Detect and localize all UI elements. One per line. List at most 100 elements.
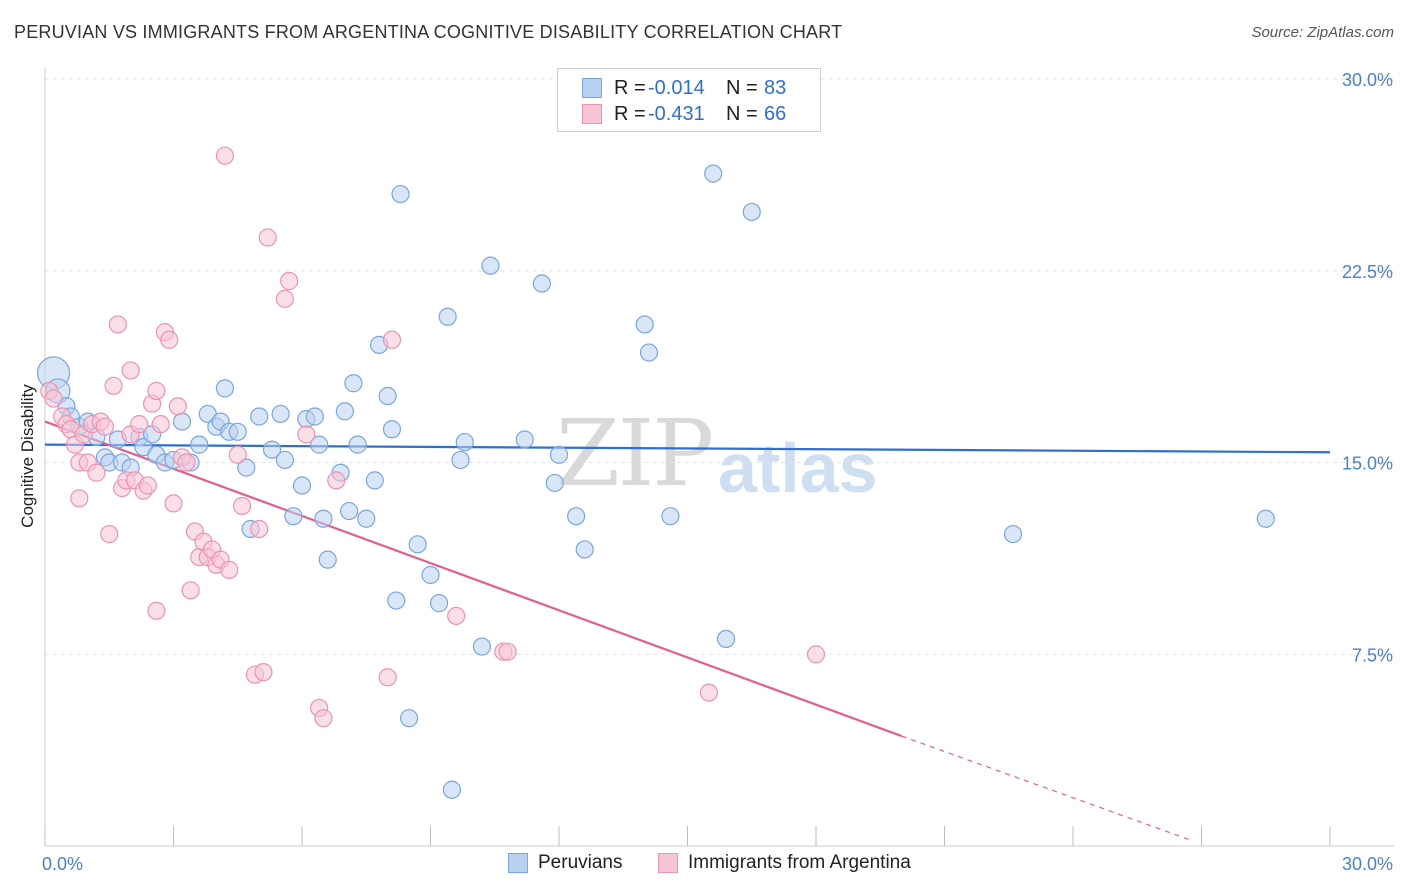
peruvian-point [421, 565, 440, 585]
argentina-point [228, 445, 247, 464]
argentina-point [121, 361, 140, 380]
argentina-point [95, 417, 115, 436]
peruvian-point [716, 629, 736, 649]
legend-label: Immigrants from Argentina [688, 852, 911, 873]
argentina-point [130, 415, 149, 434]
gridlines [45, 78, 1395, 655]
argentina-point [151, 415, 170, 434]
peruvian-point [639, 343, 659, 362]
legend-n-label: N = [726, 102, 758, 125]
legend-r-value: -0.014 [648, 76, 705, 99]
argentina-point [378, 668, 397, 687]
legend-swatch-pink [658, 853, 678, 873]
argentina-point [70, 489, 89, 508]
tick-labels: 7.5% 15.0% 22.5% 30.0% 0.0% 30.0% [42, 70, 1393, 874]
peruvian-point [387, 591, 406, 610]
argentina-point [314, 709, 333, 728]
peruvian-point [532, 274, 551, 293]
peruvian-point [310, 435, 329, 454]
y-tick-label: 22.5% [1342, 262, 1393, 282]
peruvian-point [704, 164, 723, 183]
argentina-point [44, 389, 63, 408]
bottom-legend-peruvians: Peruvians [508, 852, 623, 874]
peruvian-point [1003, 524, 1023, 544]
x-tick-label: 0.0% [42, 854, 83, 874]
legend-n-value: 66 [764, 102, 787, 125]
peruvian-point [190, 435, 209, 454]
argentina-point [498, 642, 517, 661]
legend-row-peruvians: R = -0.014 N = 83 [582, 76, 786, 100]
peruvian-point [172, 412, 192, 431]
peruvian-point [314, 509, 333, 528]
argentina-point [164, 494, 183, 513]
peruvian-point [318, 550, 337, 569]
source-credit: Source: ZipAtlas.com [1251, 24, 1394, 41]
argentina-point [104, 376, 123, 395]
data-points [36, 95, 1275, 799]
argentina-point [254, 663, 273, 682]
y-tick-label: 15.0% [1342, 454, 1393, 474]
peruvian-point [1256, 509, 1275, 528]
argentina-point [220, 560, 239, 579]
argentina-point [806, 645, 826, 664]
peruvian-point [271, 404, 290, 424]
x-tick-label: 30.0% [1342, 854, 1393, 874]
peruvian-point [481, 256, 500, 275]
peruvian-point [549, 445, 569, 464]
argentina-point [327, 471, 346, 490]
y-axis-label: Cognitive Disability [18, 384, 37, 528]
legend-r-value: -0.431 [648, 102, 705, 125]
legend-r-label: R = [614, 102, 646, 125]
peruvian-point [442, 780, 462, 799]
peruvian-point [305, 407, 324, 426]
peruvian-point [635, 315, 654, 334]
peruvian-trend-line [44, 443, 1331, 454]
argentina-point [177, 453, 196, 472]
legend-row-argentina: R = -0.431 N = 66 [582, 102, 786, 126]
argentina-point [87, 463, 106, 482]
argentina-point [168, 397, 187, 416]
argentina-point [108, 315, 127, 334]
argentina-point [232, 496, 252, 516]
argentina-trend-extension [901, 735, 1194, 842]
peruvian-point [335, 402, 354, 421]
argentina-trend-line [44, 420, 903, 738]
peruvian-point [250, 407, 269, 426]
bottom-legend-argentina: Immigrants from Argentina [658, 852, 911, 874]
peruvian-point [742, 202, 761, 222]
trend-lines [44, 420, 1331, 842]
argentina-point [250, 519, 269, 539]
legend-swatch-pink [582, 104, 602, 124]
peruvian-point [340, 501, 359, 521]
peruvian-point [344, 374, 363, 393]
peruvian-point [237, 458, 256, 477]
peruvian-point [378, 386, 397, 406]
argentina-point [100, 524, 119, 544]
argentina-point [699, 683, 719, 702]
chart-title: PERUVIAN VS IMMIGRANTS FROM ARGENTINA CO… [14, 22, 843, 42]
watermark-zip: ZIP [556, 400, 714, 507]
legend-n-value: 83 [764, 76, 787, 99]
argentina-point [215, 146, 234, 165]
peruvian-point [382, 420, 402, 439]
legend-swatch-blue [582, 78, 602, 98]
peruvian-point [661, 507, 680, 526]
peruvian-point [438, 307, 457, 326]
correlation-legend: R = -0.014 N = 83 R = -0.431 N = 66 [557, 68, 821, 132]
argentina-point [447, 606, 466, 626]
watermark-atlas: atlas [718, 429, 878, 507]
argentina-point [147, 601, 166, 620]
peruvian-point [284, 507, 303, 526]
peruvian-point [348, 435, 367, 454]
y-tick-label: 7.5% [1352, 645, 1393, 665]
peruvian-point [472, 637, 491, 656]
peruvian-point [365, 471, 384, 490]
peruvian-point [429, 594, 449, 613]
legend-swatch-blue [508, 853, 528, 873]
legend-n-label: N = [726, 76, 758, 99]
peruvian-point [292, 476, 312, 495]
peruvian-point [515, 430, 534, 449]
peruvian-point [575, 540, 594, 559]
peruvian-point [262, 440, 282, 459]
argentina-point [258, 228, 277, 247]
